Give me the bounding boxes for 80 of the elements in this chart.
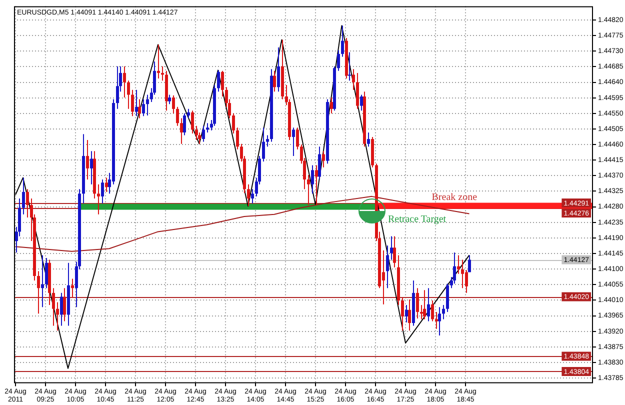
candlestick xyxy=(251,188,254,204)
candlestick xyxy=(322,150,325,168)
candlestick xyxy=(232,112,235,134)
candlestick xyxy=(142,98,145,117)
candlestick xyxy=(315,164,318,206)
candlestick xyxy=(431,300,434,322)
candlestick xyxy=(180,118,183,144)
candlestick xyxy=(461,259,464,289)
candlestick xyxy=(22,177,25,215)
candlestick xyxy=(37,270,40,314)
candlestick xyxy=(438,306,441,336)
candlestick xyxy=(273,70,276,92)
candlestick xyxy=(247,184,250,207)
candlestick xyxy=(330,97,333,114)
candlestick xyxy=(311,164,314,194)
candlestick xyxy=(446,283,449,312)
candlestick xyxy=(390,236,393,260)
candlestick xyxy=(427,288,430,322)
candlestick xyxy=(337,50,340,72)
candlestick xyxy=(367,132,370,148)
candlestick xyxy=(45,257,48,289)
candlestick xyxy=(435,311,438,330)
candlestick xyxy=(56,302,59,332)
candlestick xyxy=(401,297,404,332)
candlestick xyxy=(123,66,126,98)
candlestick xyxy=(86,140,89,180)
candlestick xyxy=(360,94,363,112)
candlestick xyxy=(63,288,66,322)
candlestick xyxy=(71,278,74,298)
candlestick xyxy=(442,304,445,320)
candlestick xyxy=(52,288,55,326)
candlestick xyxy=(60,292,63,326)
candlestick xyxy=(453,252,456,284)
candlestick xyxy=(423,290,426,320)
candlestick xyxy=(408,299,411,332)
candlestick xyxy=(131,89,134,117)
candlestick xyxy=(191,110,194,134)
candlestick xyxy=(176,106,179,126)
candlestick xyxy=(168,94,171,105)
annotation: Retrace Target xyxy=(388,214,446,226)
candlestick xyxy=(97,184,100,215)
candlestick xyxy=(90,150,93,185)
candlestick xyxy=(465,270,468,294)
candlestick xyxy=(41,254,44,308)
candlestick xyxy=(183,112,186,136)
candlestick xyxy=(277,46,280,92)
candlestick xyxy=(307,174,310,206)
candlestick xyxy=(217,70,220,92)
candlestick xyxy=(266,134,269,148)
candlestick xyxy=(202,125,205,142)
candlestick xyxy=(187,108,190,119)
candlestick xyxy=(341,25,344,58)
candlestick xyxy=(206,122,209,133)
candlestick xyxy=(26,188,29,218)
candlestick xyxy=(195,125,198,141)
candlestick xyxy=(296,127,299,150)
candlestick xyxy=(352,68,355,90)
candlestick xyxy=(138,98,141,119)
candlestick xyxy=(393,236,396,268)
candlestick xyxy=(318,146,321,180)
candlestick xyxy=(105,177,108,192)
candlestick xyxy=(101,178,104,204)
candlestick xyxy=(262,127,265,162)
candlestick xyxy=(221,70,224,97)
candlestick xyxy=(172,94,175,114)
candlestick xyxy=(457,254,460,274)
candlestick xyxy=(127,80,130,110)
candlestick xyxy=(236,127,239,150)
candlestick xyxy=(135,89,138,117)
candlestick xyxy=(416,288,419,320)
candlestick xyxy=(292,127,295,156)
candlestick xyxy=(468,254,471,273)
candlestick xyxy=(405,304,408,323)
annotation: Break zone xyxy=(432,192,478,203)
candlestick xyxy=(146,94,149,116)
candlestick xyxy=(157,44,160,79)
candlestick xyxy=(356,72,359,110)
candlestick xyxy=(116,66,119,110)
candlestick xyxy=(348,52,351,82)
candlestick xyxy=(386,245,389,289)
